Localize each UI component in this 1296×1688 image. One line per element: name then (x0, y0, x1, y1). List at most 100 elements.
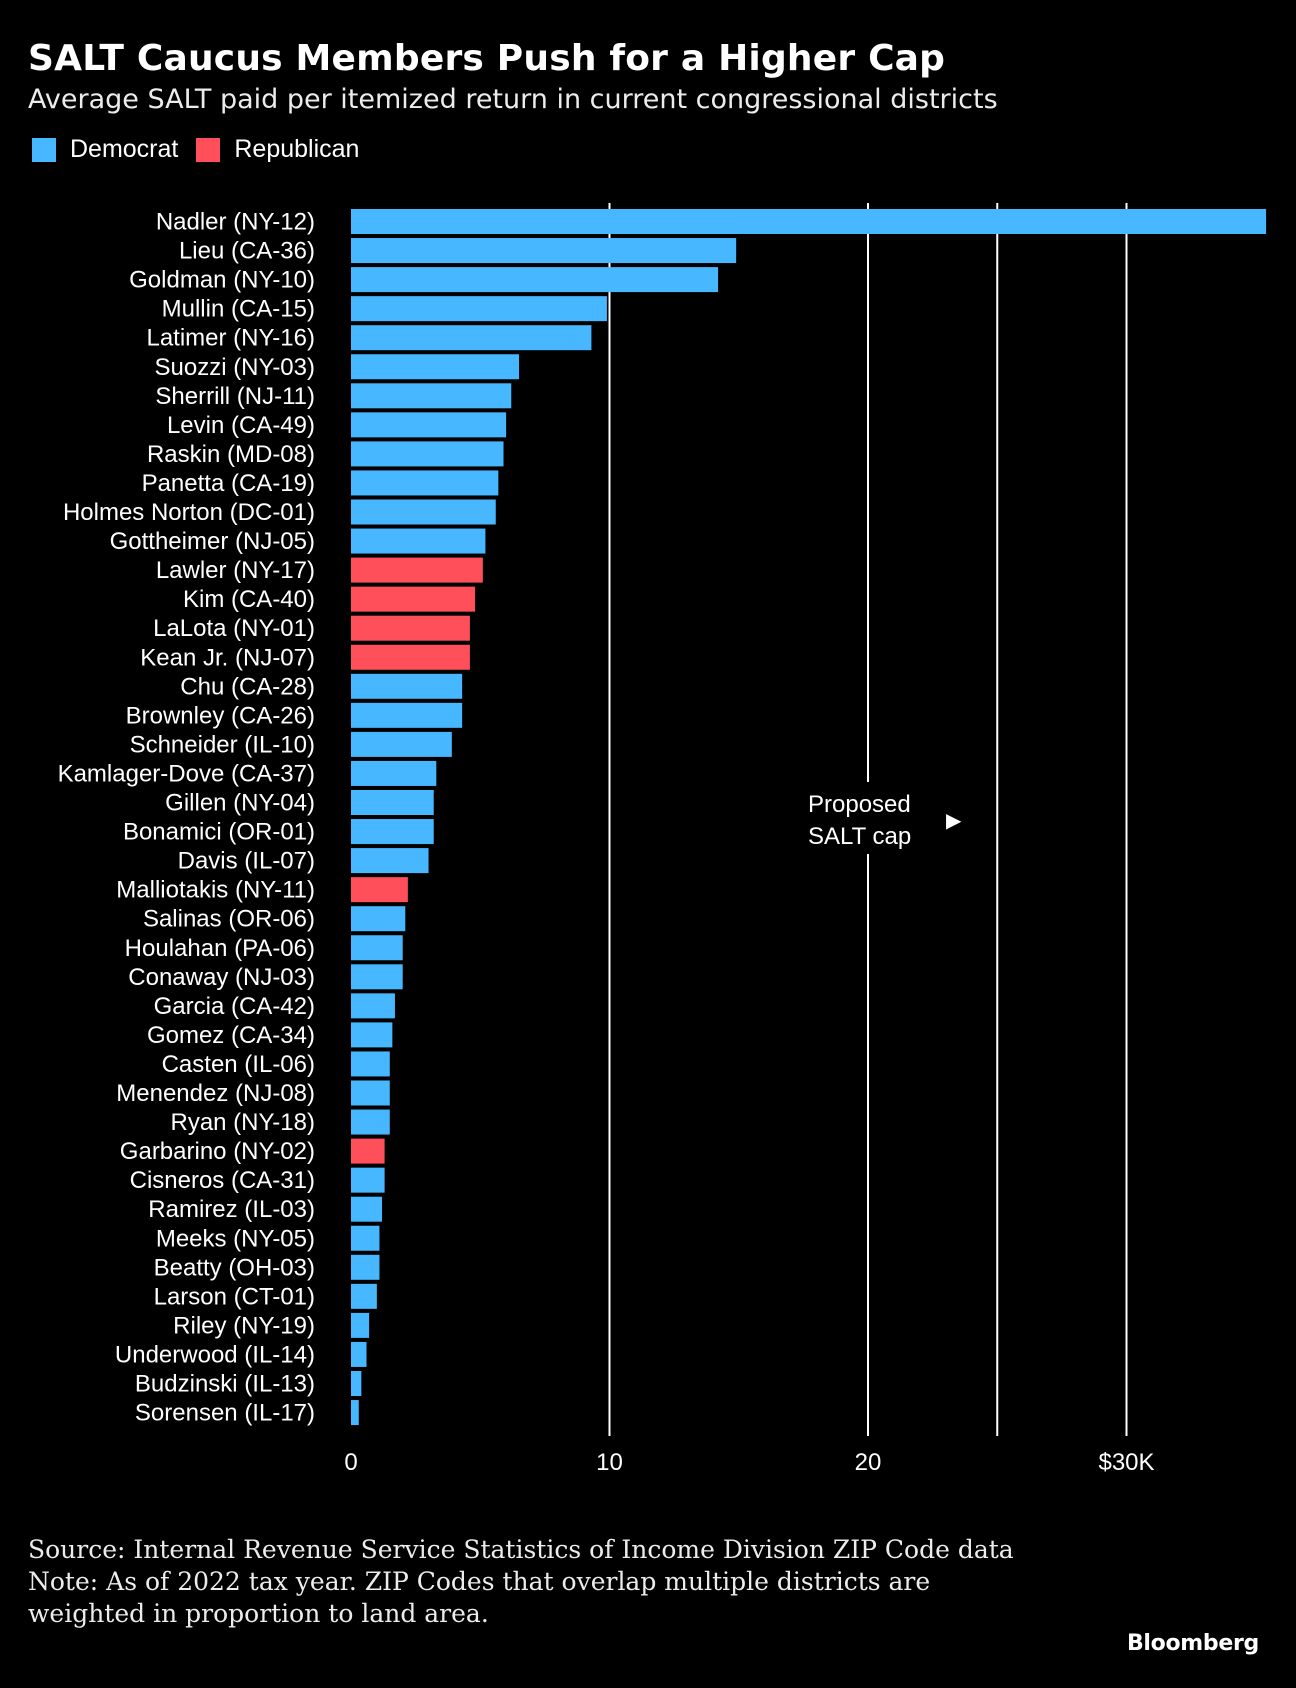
bar-6 (351, 383, 512, 409)
bar-label-30: Menendez (NJ-08) (116, 1080, 315, 1107)
bar-label-40: Budzinski (IL-13) (135, 1371, 315, 1398)
bar-label-5: Suozzi (NY-03) (154, 354, 315, 381)
bar-21 (351, 819, 434, 845)
bar-label-15: Kean Jr. (NJ-07) (140, 644, 315, 671)
bar-27 (351, 993, 395, 1019)
x-tick-label-1: 10 (596, 1449, 623, 1476)
bar-39 (351, 1341, 367, 1367)
bar-7 (351, 412, 507, 438)
bar-31 (351, 1109, 390, 1135)
bar-16 (351, 673, 463, 699)
bar-3 (351, 296, 607, 322)
bar-label-39: Underwood (IL-14) (115, 1341, 315, 1368)
bar-12 (351, 557, 483, 583)
bar-label-3: Mullin (CA-15) (162, 296, 315, 323)
bar-label-22: Davis (IL-07) (178, 848, 315, 875)
x-axis-ticks: 0 10 20 $30K (344, 1449, 1154, 1476)
bar-38 (351, 1312, 370, 1338)
bar-label-19: Kamlager-Dove (CA-37) (58, 760, 315, 787)
bar-label-18: Schneider (IL-10) (130, 731, 315, 758)
bar-label-31: Ryan (NY-18) (170, 1109, 315, 1136)
bar-label-4: Latimer (NY-16) (146, 325, 315, 352)
annotation-background (802, 782, 980, 854)
bar-17 (351, 702, 463, 728)
bar-label-7: Levin (CA-49) (167, 412, 315, 439)
bar-label-2: Goldman (NY-10) (129, 267, 315, 294)
bar-2 (351, 267, 719, 293)
bar-20 (351, 790, 434, 815)
bar-40 (351, 1371, 362, 1396)
bar-10 (351, 499, 496, 525)
bar-label-35: Meeks (NY-05) (156, 1225, 315, 1252)
bar-14 (351, 615, 470, 641)
bar-29 (351, 1051, 390, 1077)
bar-label-9: Panetta (CA-19) (142, 470, 315, 497)
bar-5 (351, 354, 520, 380)
bar-chart: Nadler (NY-12)Lieu (CA-36)Goldman (NY-10… (58, 203, 1267, 1476)
bar-41 (351, 1400, 359, 1426)
x-tick-label-3: $30K (1098, 1449, 1154, 1476)
bar-37 (351, 1283, 377, 1309)
bar-label-29: Casten (IL-06) (162, 1051, 315, 1078)
annotation-line-2: SALT cap (808, 823, 911, 850)
chart-subtitle: Average SALT paid per itemized return in… (28, 84, 998, 115)
bar-label-10: Holmes Norton (DC-01) (63, 499, 315, 526)
bar-label-26: Conaway (NJ-03) (128, 964, 315, 991)
bar-19 (351, 760, 437, 786)
bar-32 (351, 1138, 385, 1164)
bar-22 (351, 848, 429, 874)
legend-label-democrat: Democrat (70, 135, 179, 163)
x-tick-label-2: 20 (855, 1449, 882, 1476)
legend-swatch-democrat (32, 137, 56, 162)
bar-label-11: Gottheimer (NJ-05) (110, 528, 315, 555)
bar-35 (351, 1225, 380, 1251)
legend: Democrat Republican (32, 135, 377, 164)
bloomberg-logo: Bloomberg (1126, 1631, 1259, 1656)
annotation-arrow-icon: ▶ (946, 808, 962, 832)
bar-13 (351, 586, 476, 612)
bar-18 (351, 731, 452, 757)
bar-9 (351, 470, 499, 496)
bar-label-16: Chu (CA-28) (180, 673, 315, 700)
bar-30 (351, 1080, 390, 1106)
bar-label-14: LaLota (NY-01) (153, 615, 315, 642)
bar-label-37: Larson (CT-01) (154, 1283, 315, 1310)
bar-label-25: Houlahan (PA-06) (125, 935, 315, 962)
bar-25 (351, 935, 403, 961)
category-labels: Nadler (NY-12)Lieu (CA-36)Goldman (NY-10… (58, 209, 315, 1427)
bar-label-20: Gillen (NY-04) (165, 790, 315, 817)
chart-title: SALT Caucus Members Push for a Higher Ca… (28, 38, 946, 79)
bar-33 (351, 1167, 385, 1193)
bars (351, 209, 1267, 1426)
legend-item-republican: Republican (196, 135, 359, 164)
bar-23 (351, 877, 408, 903)
bar-4 (351, 325, 592, 351)
bar-8 (351, 441, 504, 467)
bar-label-41: Sorensen (IL-17) (135, 1400, 315, 1427)
bar-label-32: Garbarino (NY-02) (120, 1138, 315, 1165)
bar-label-21: Bonamici (OR-01) (123, 819, 315, 846)
source-note: Source: Internal Revenue Service Statist… (28, 1535, 1014, 1564)
bar-15 (351, 644, 470, 670)
bar-26 (351, 964, 403, 990)
bar-1 (351, 238, 737, 264)
bar-label-1: Lieu (CA-36) (179, 238, 315, 265)
legend-swatch-republican (196, 137, 221, 162)
bar-label-34: Ramirez (IL-03) (148, 1196, 315, 1223)
bar-label-12: Lawler (NY-17) (156, 557, 315, 584)
bar-label-24: Salinas (OR-06) (143, 906, 315, 933)
bar-label-36: Beatty (OH-03) (154, 1254, 315, 1281)
bar-0 (351, 209, 1267, 234)
bar-34 (351, 1196, 383, 1222)
bar-11 (351, 528, 486, 554)
bar-24 (351, 906, 406, 932)
legend-label-republican: Republican (234, 135, 360, 163)
bar-label-6: Sherrill (NJ-11) (155, 383, 315, 410)
bar-label-23: Malliotakis (NY-11) (116, 877, 315, 904)
x-tick-label-0: 0 (344, 1449, 357, 1476)
footer-notes: Source: Internal Revenue Service Statist… (28, 1534, 1038, 1630)
bar-label-0: Nadler (NY-12) (156, 209, 315, 236)
bar-label-28: Gomez (CA-34) (147, 1022, 315, 1049)
bar-label-27: Garcia (CA-42) (154, 993, 315, 1020)
legend-item-democrat: Democrat (32, 135, 178, 164)
